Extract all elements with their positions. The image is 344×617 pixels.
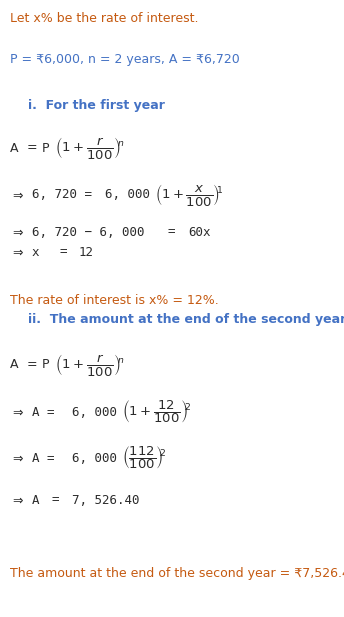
Text: $\Rightarrow$: $\Rightarrow$ xyxy=(10,225,24,239)
Text: $\left(1+\dfrac{x}{100}\right)^{\!\!1}$: $\left(1+\dfrac{x}{100}\right)^{\!\!1}$ xyxy=(155,182,224,208)
Text: 60x: 60x xyxy=(188,225,211,239)
Text: 6, 720 − 6, 000: 6, 720 − 6, 000 xyxy=(32,225,144,239)
Text: 7, 526.40: 7, 526.40 xyxy=(72,494,140,507)
Text: $\Rightarrow$: $\Rightarrow$ xyxy=(10,405,24,418)
Text: i.  For the first year: i. For the first year xyxy=(28,99,165,112)
Text: The rate of interest is x% = 12%.: The rate of interest is x% = 12%. xyxy=(10,294,219,307)
Text: =: = xyxy=(27,141,37,154)
Text: $\left(1+\dfrac{r}{100}\right)^{\!\!n}$: $\left(1+\dfrac{r}{100}\right)^{\!\!n}$ xyxy=(55,352,124,378)
Text: $\left(1+\dfrac{r}{100}\right)^{\!\!n}$: $\left(1+\dfrac{r}{100}\right)^{\!\!n}$ xyxy=(55,135,124,161)
Text: Let x% be the rate of interest.: Let x% be the rate of interest. xyxy=(10,12,198,25)
Text: ii.  The amount at the end of the second year.: ii. The amount at the end of the second … xyxy=(28,313,344,326)
Text: 12: 12 xyxy=(79,246,94,259)
Text: $\left(1+\dfrac{12}{100}\right)^{\!\!2}$: $\left(1+\dfrac{12}{100}\right)^{\!\!2}$ xyxy=(122,399,192,426)
Text: 6, 000: 6, 000 xyxy=(72,452,117,465)
Text: $\Rightarrow$: $\Rightarrow$ xyxy=(10,189,24,202)
Text: =: = xyxy=(168,225,175,239)
Text: P: P xyxy=(42,358,50,371)
Text: x: x xyxy=(32,246,40,259)
Text: P = ₹6,000, n = 2 years, A = ₹6,720: P = ₹6,000, n = 2 years, A = ₹6,720 xyxy=(10,54,240,67)
Text: P: P xyxy=(42,141,50,154)
Text: $\Rightarrow$: $\Rightarrow$ xyxy=(10,246,24,259)
Text: A: A xyxy=(10,358,19,371)
Text: $\left(\dfrac{112}{100}\right)^{\!\!2}$: $\left(\dfrac{112}{100}\right)^{\!\!2}$ xyxy=(122,444,167,471)
Text: =: = xyxy=(52,494,60,507)
Text: $\Rightarrow$: $\Rightarrow$ xyxy=(10,452,24,465)
Text: A =: A = xyxy=(32,405,54,418)
Text: $\Rightarrow$: $\Rightarrow$ xyxy=(10,494,24,507)
Text: 6, 000: 6, 000 xyxy=(105,189,150,202)
Text: A: A xyxy=(32,494,40,507)
Text: A =: A = xyxy=(32,452,54,465)
Text: 6, 720 =: 6, 720 = xyxy=(32,189,92,202)
Text: =: = xyxy=(59,246,66,259)
Text: =: = xyxy=(27,358,37,371)
Text: The amount at the end of the second year = ₹7,526.40: The amount at the end of the second year… xyxy=(10,566,344,579)
Text: A: A xyxy=(10,141,19,154)
Text: 6, 000: 6, 000 xyxy=(72,405,117,418)
